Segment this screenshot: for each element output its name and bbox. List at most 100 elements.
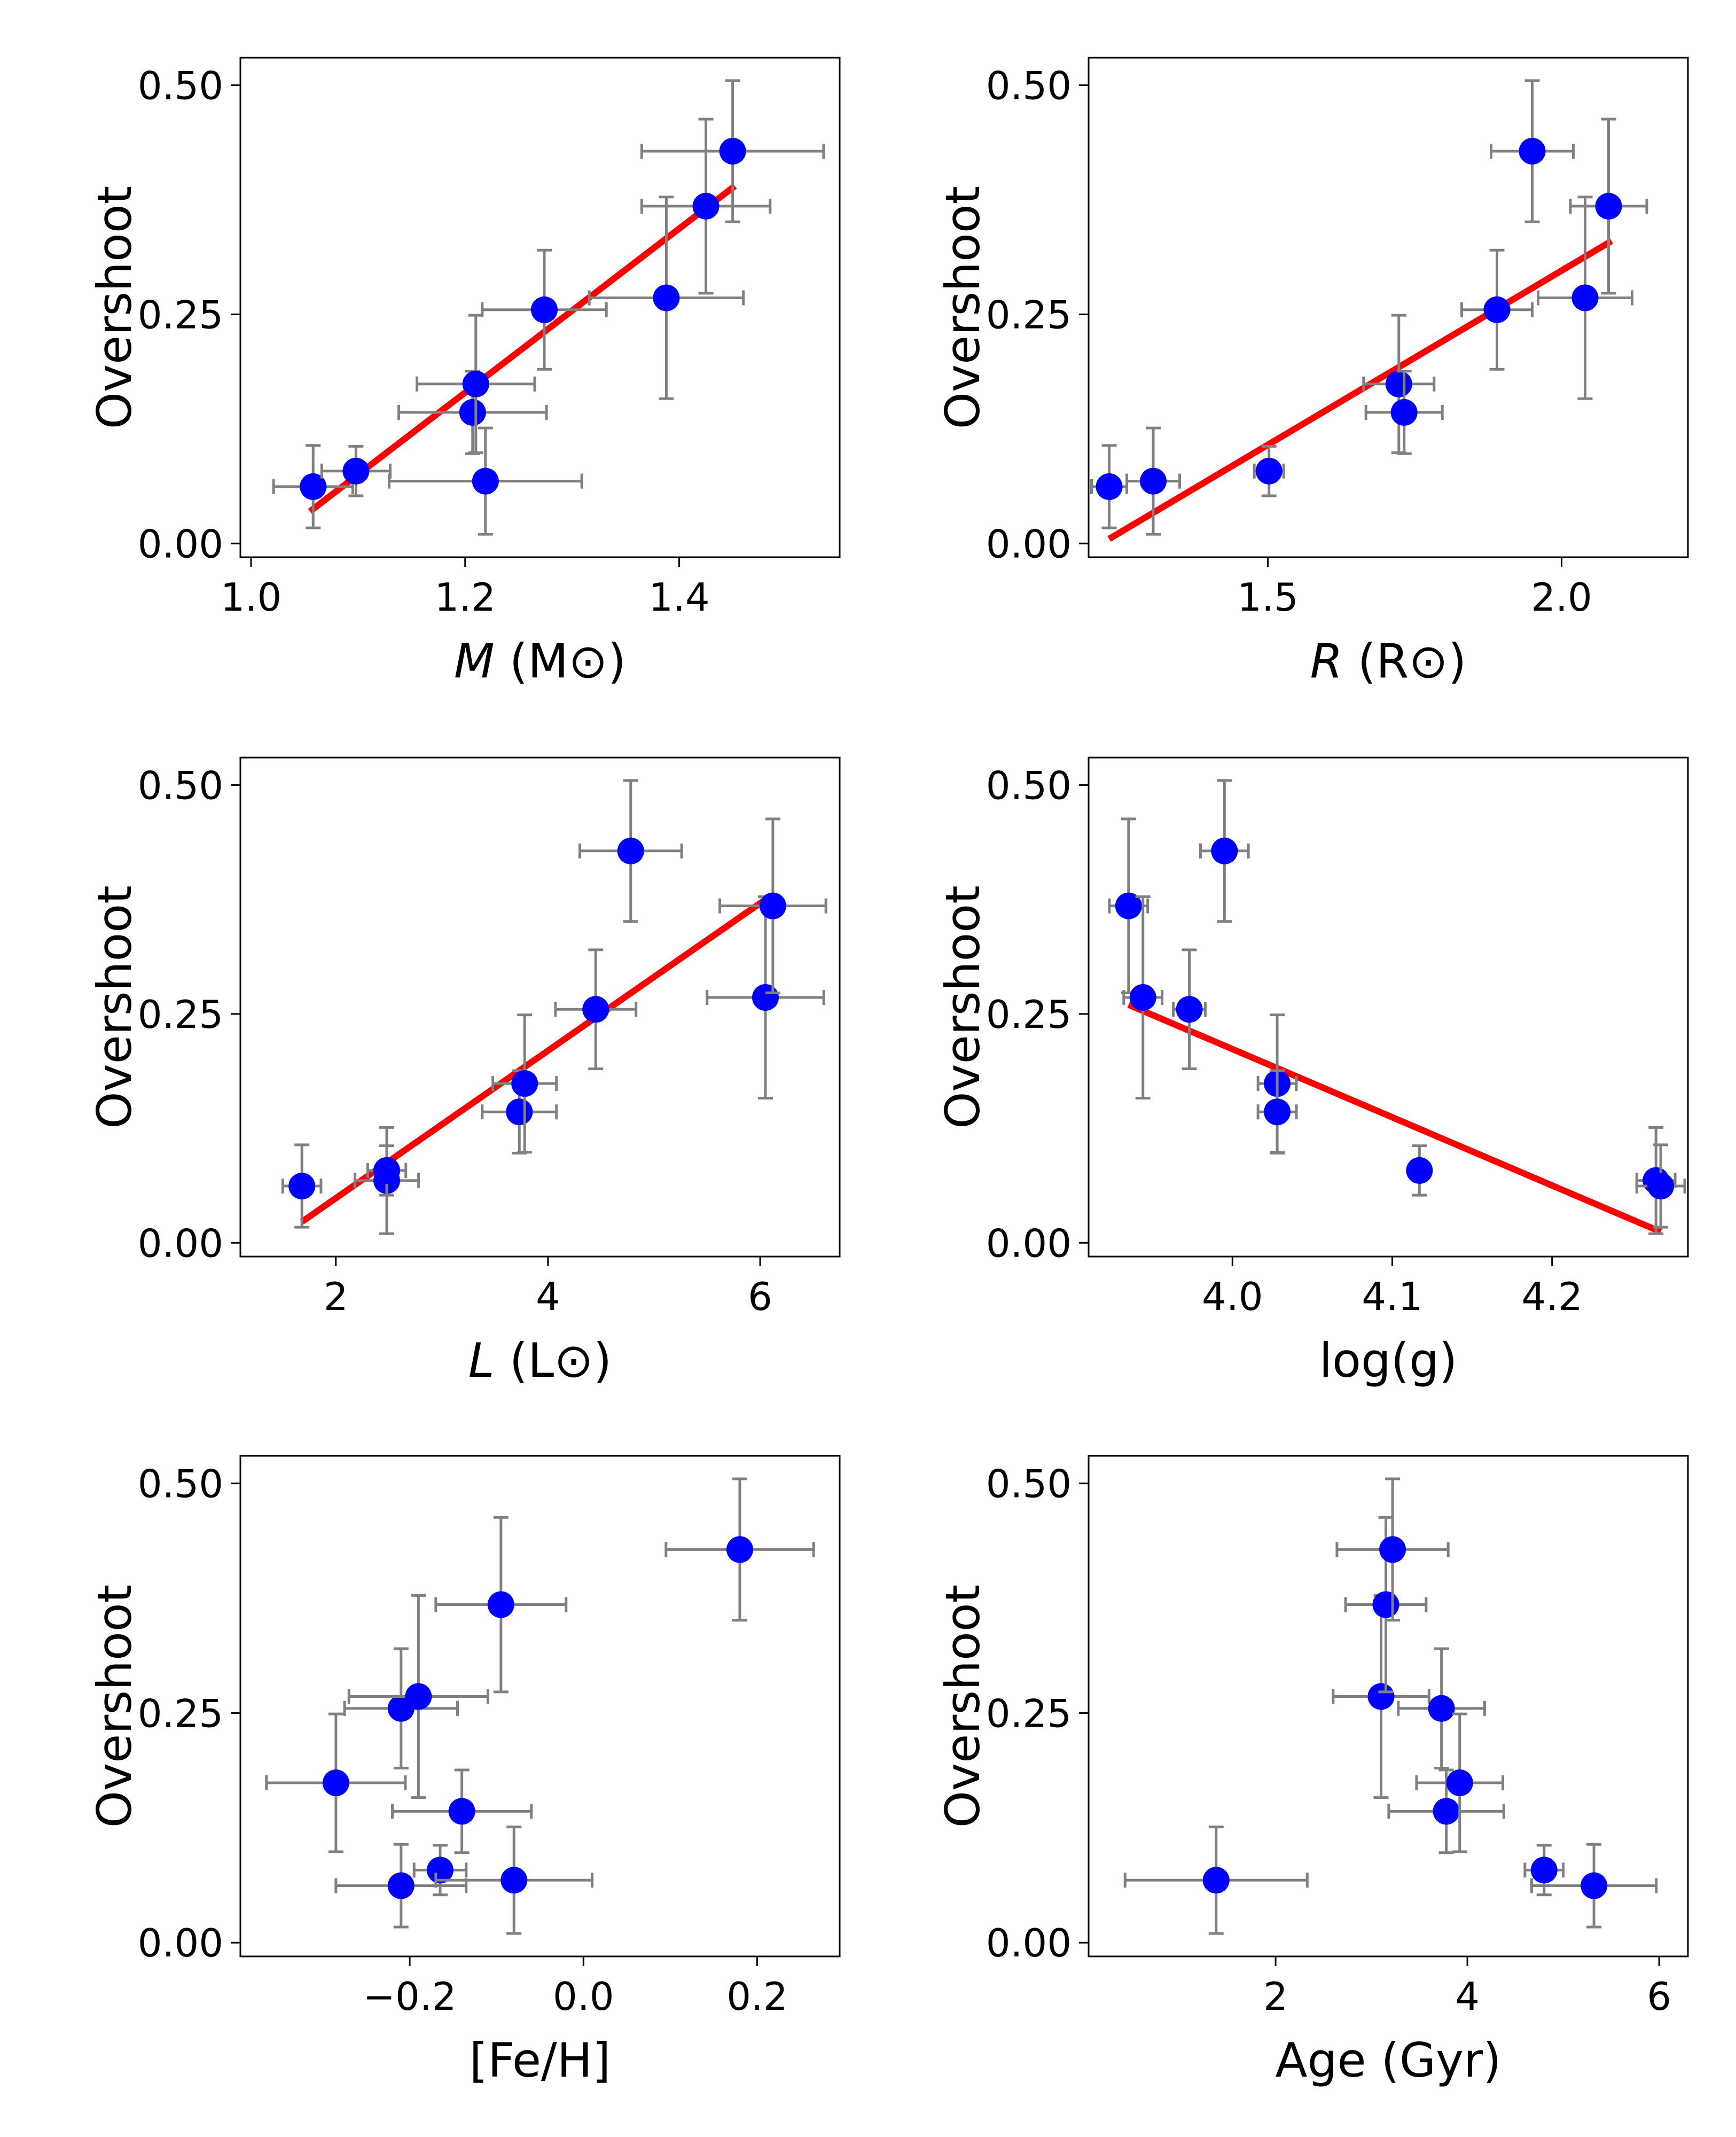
data-point	[1199, 779, 1250, 923]
data-marker	[1390, 399, 1418, 426]
data-point	[1569, 118, 1648, 295]
data-marker	[1446, 1769, 1473, 1797]
data-point	[1460, 248, 1534, 371]
y-tick-label: 0.25	[138, 1691, 223, 1736]
data-marker	[322, 1769, 349, 1797]
x-tick-label: 1.5	[1237, 575, 1299, 620]
data-point	[347, 1594, 489, 1799]
data-marker	[653, 284, 680, 311]
x-axis-label: L (L⊙)	[468, 1333, 612, 1388]
data-point	[1406, 1144, 1433, 1197]
fit-line	[1127, 1002, 1662, 1235]
data-marker	[1255, 457, 1283, 485]
y-tick-label: 0.50	[986, 1462, 1072, 1507]
data-point	[343, 1647, 459, 1770]
y-tick-label: 0.50	[138, 1462, 223, 1507]
axes-frame	[239, 756, 841, 1258]
y-tick-label: 0.25	[986, 992, 1072, 1037]
data-marker	[501, 1867, 528, 1894]
x-axis-label-symbol: R	[1310, 634, 1343, 689]
x-axis-label-unit: log(g)	[1319, 1333, 1458, 1388]
axes-frame	[1088, 756, 1689, 1258]
x-tick-label: 1.4	[648, 575, 710, 620]
data-point	[1335, 1477, 1450, 1622]
data-marker	[1647, 1173, 1675, 1200]
data-marker	[448, 1798, 475, 1825]
data-point	[1332, 1594, 1430, 1799]
data-point	[412, 1844, 468, 1897]
x-axis-label-unit: (R⊙)	[1343, 634, 1467, 689]
axes-frame	[1088, 1455, 1689, 1957]
data-point	[1530, 1843, 1658, 1929]
y-tick-label: 0.25	[986, 292, 1072, 337]
x-tick-label: 2	[324, 1274, 348, 1319]
data-marker	[462, 370, 489, 397]
data-marker	[1571, 284, 1599, 311]
data-point	[281, 1143, 323, 1229]
axes-frame	[239, 1455, 841, 1957]
data-marker	[1115, 892, 1142, 919]
panel-luminosity: 2 4 6 0.00 0.25 0.50 L (L⊙) Overshoot	[87, 756, 841, 1388]
fit-line	[308, 183, 737, 514]
x-tick-label: 2.0	[1531, 575, 1592, 620]
data-point	[491, 1013, 558, 1154]
y-tick-label: 0.00	[138, 1921, 223, 1966]
data-marker	[1406, 1157, 1433, 1184]
data-point	[1122, 895, 1164, 1100]
data-point	[434, 1516, 568, 1694]
x-axis-label: Age (Gyr)	[1275, 2033, 1501, 2088]
panel-mass: 1.0 1.2 1.4 0.00 0.25 0.50 M (M⊙) Overshoot	[87, 57, 841, 689]
data-marker	[1372, 1591, 1399, 1618]
x-tick-label: 4.1	[1362, 1274, 1423, 1319]
data-marker	[405, 1683, 432, 1710]
data-marker	[1519, 137, 1546, 165]
y-axis-label: Overshoot	[935, 1585, 990, 1828]
data-point	[1364, 370, 1444, 455]
data-point	[391, 1768, 533, 1854]
data-marker	[752, 984, 779, 1011]
data-point	[320, 444, 392, 497]
data-marker	[1595, 192, 1622, 220]
data-point	[434, 1826, 594, 1935]
x-axis-label: M (M⊙)	[454, 634, 626, 689]
data-point	[1123, 1826, 1309, 1935]
x-tick-label: 4	[1455, 1974, 1480, 2019]
y-tick-label: 0.00	[138, 1221, 223, 1266]
data-point	[1523, 1844, 1565, 1897]
data-marker	[582, 996, 609, 1023]
data-marker	[617, 837, 644, 864]
panel-feh: −0.2 0.0 0.2 0.00 0.25 0.50 [Fe/H] Overshoot	[87, 1455, 841, 2088]
data-point	[1415, 1712, 1505, 1853]
axes-frame	[239, 57, 841, 558]
data-point	[1635, 1143, 1686, 1229]
x-axis-label-unit: (M⊙)	[495, 634, 626, 689]
data-marker	[726, 1536, 753, 1563]
data-marker	[1129, 984, 1156, 1011]
data-point	[334, 1843, 468, 1929]
axes-frame	[1088, 57, 1689, 558]
data-marker	[459, 399, 486, 426]
x-tick-label: 1.0	[221, 575, 282, 620]
data-marker	[511, 1070, 538, 1097]
x-axis-label: [Fe/H]	[470, 2033, 611, 2088]
x-axis-label-unit: Age (Gyr)	[1275, 2033, 1501, 2088]
data-point	[554, 948, 638, 1071]
fit-line	[1107, 238, 1614, 542]
y-tick-label: 0.00	[138, 521, 223, 566]
data-marker	[342, 457, 370, 485]
x-tick-label: 2	[1263, 1974, 1288, 2019]
x-tick-label: 4.0	[1202, 1274, 1263, 1319]
data-marker	[300, 473, 327, 500]
data-marker	[1483, 296, 1511, 323]
y-axis-label: Overshoot	[87, 885, 142, 1128]
x-tick-label: 0.0	[553, 1974, 614, 2019]
data-point	[718, 817, 827, 994]
data-marker	[719, 137, 746, 165]
data-point	[387, 426, 583, 536]
data-point	[1256, 1069, 1298, 1155]
x-axis-label-symbol: M	[454, 634, 495, 689]
data-point	[366, 1144, 408, 1197]
data-point	[265, 1712, 407, 1853]
data-marker	[506, 1098, 533, 1126]
